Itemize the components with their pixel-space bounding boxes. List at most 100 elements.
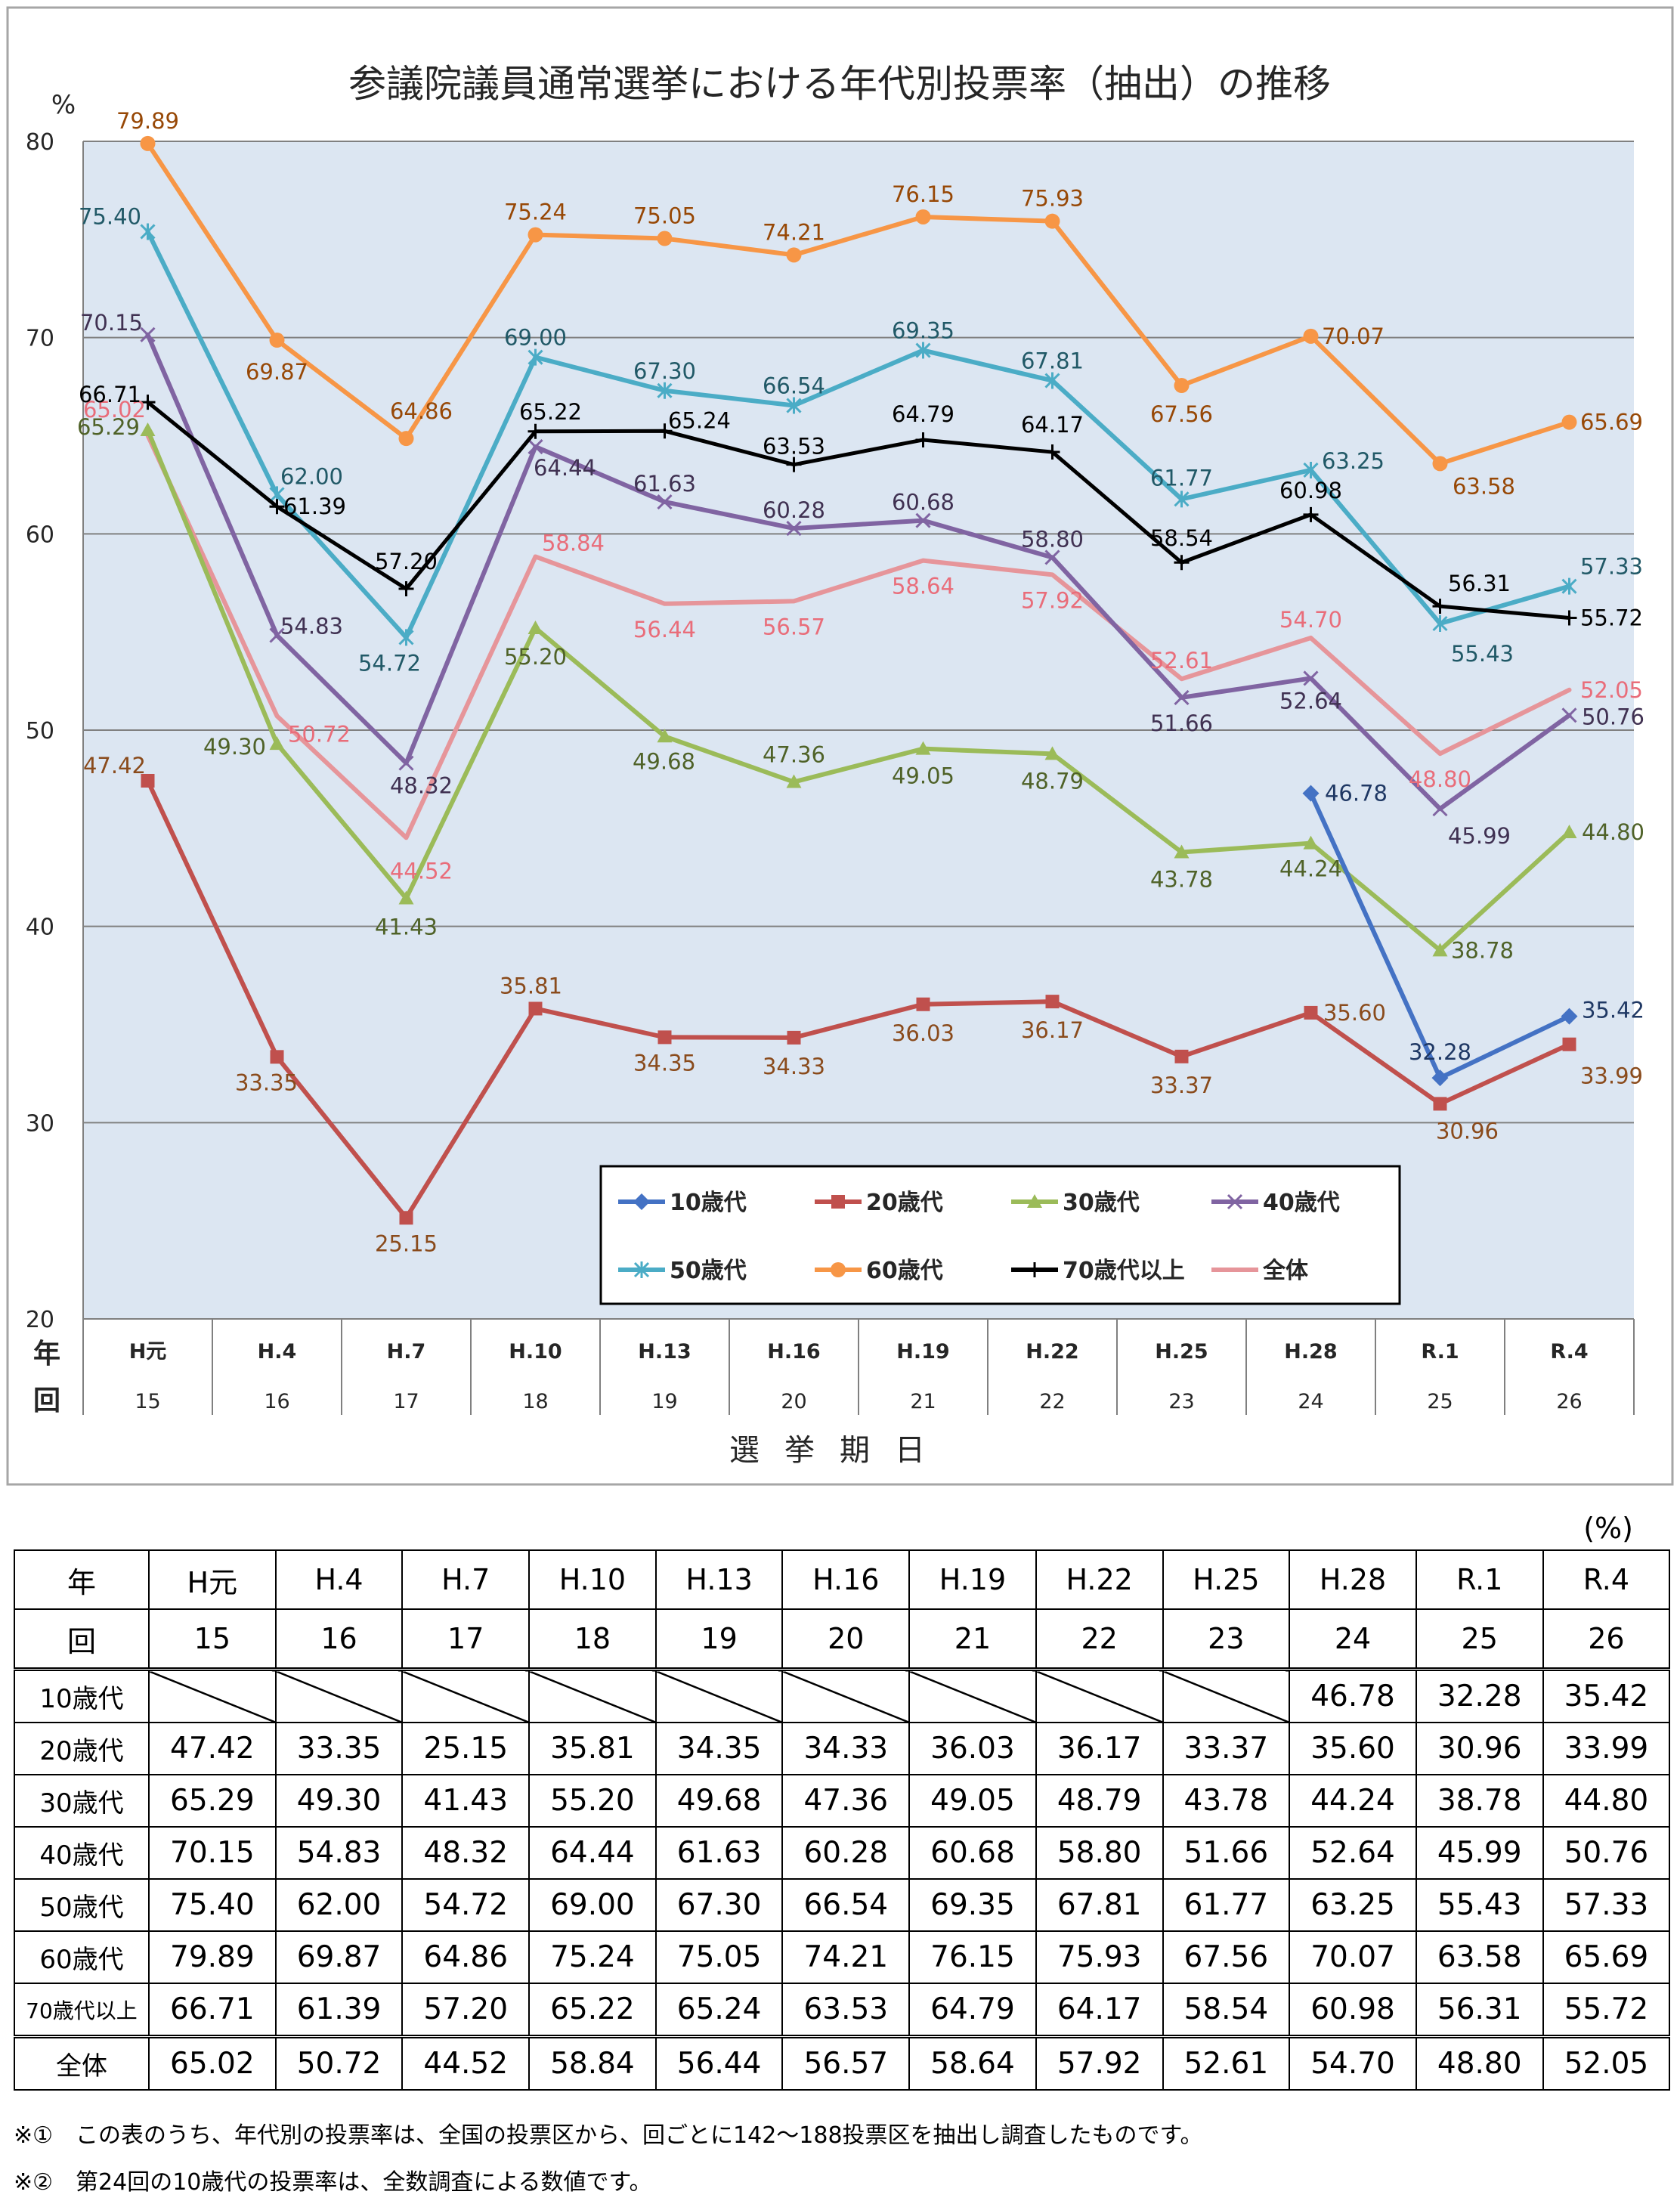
data-point	[1044, 213, 1060, 229]
data-point	[398, 890, 414, 905]
marker-shape	[398, 890, 414, 905]
table-cell: 65.02	[148, 2035, 277, 2091]
marker-shape	[657, 1030, 672, 1045]
table-cell: 70.07	[1289, 1930, 1417, 1984]
data-point	[528, 438, 543, 455]
table-round: 18	[528, 1608, 657, 1671]
legend-item: 40歳代	[1211, 1190, 1340, 1216]
marker-shape	[787, 1030, 801, 1045]
data-point	[1303, 835, 1319, 850]
marker-shape	[657, 231, 673, 246]
data-label: 44.24	[1279, 856, 1342, 882]
data-label: 61.39	[283, 494, 346, 519]
data-label: 41.43	[375, 915, 438, 940]
legend-marker	[1227, 1193, 1243, 1210]
table-cell-empty	[274, 1668, 404, 1723]
x-tick-label-round: 25	[1427, 1390, 1453, 1413]
data-label: 52.61	[1150, 648, 1213, 673]
data-label: 62.00	[280, 463, 343, 489]
table-cell: 54.70	[1289, 2035, 1417, 2091]
table-year: H.28	[1289, 1549, 1417, 1610]
data-point	[916, 997, 930, 1011]
table-cell: 55.20	[528, 1774, 657, 1828]
data-label: 49.30	[203, 734, 266, 760]
data-point	[269, 736, 285, 751]
table-cell: 48.79	[1035, 1774, 1164, 1828]
table-round: 21	[908, 1608, 1037, 1671]
marker-shape	[528, 620, 543, 634]
table-row-30s: 30歳代 65.29 49.30 41.43 55.20 49.68 47.36…	[14, 1774, 1671, 1828]
table-cell: 76.15	[908, 1930, 1037, 1984]
table-cell: 57.92	[1035, 2035, 1164, 2091]
data-label: 67.56	[1150, 401, 1213, 427]
x-tick-label-round: 16	[264, 1390, 289, 1413]
data-label: 76.15	[892, 181, 954, 207]
data-point	[915, 432, 931, 447]
data-label: 79.89	[116, 108, 179, 134]
table-year: H元	[148, 1549, 277, 1610]
series-line	[145, 432, 1572, 840]
data-label: 52.05	[1580, 677, 1643, 703]
data-point	[915, 342, 931, 359]
marker-shape	[1432, 599, 1448, 614]
data-label: 55.72	[1580, 605, 1643, 630]
table-cell-empty	[148, 1668, 277, 1723]
legend-marker	[1027, 1262, 1042, 1277]
x-tick-label-year: H.19	[896, 1340, 949, 1364]
table-year: H.7	[401, 1549, 531, 1610]
marker-shape	[633, 1193, 650, 1210]
marker-shape	[831, 1262, 846, 1277]
table-cell: 56.31	[1415, 1983, 1544, 2038]
legend-label: 70歳代以上	[1063, 1258, 1185, 1284]
marker-shape	[269, 499, 285, 515]
data-label: 64.79	[892, 401, 954, 427]
table-row-total: 全体 65.02 50.72 44.52 58.84 56.44 56.57 5…	[14, 2035, 1671, 2091]
legend-item: 30歳代	[1011, 1190, 1140, 1216]
table-round: 16	[274, 1608, 404, 1671]
table-cell: 44.52	[401, 2035, 531, 2091]
table-cell: 64.44	[528, 1826, 657, 1880]
table-cell: 38.78	[1415, 1774, 1544, 1828]
legend-item: 60歳代	[815, 1258, 943, 1284]
marker-shape	[1174, 378, 1190, 394]
marker-shape	[1433, 1097, 1447, 1111]
data-point	[786, 457, 802, 472]
table-cell: 50.72	[274, 2035, 404, 2091]
data-label: 74.21	[763, 219, 825, 245]
marker-shape	[1227, 1193, 1243, 1210]
marker-shape	[633, 1261, 650, 1278]
marker-shape	[1561, 825, 1577, 839]
data-point	[1432, 615, 1448, 633]
marker-shape	[528, 423, 543, 439]
table-year: R.4	[1542, 1549, 1671, 1610]
marker-shape	[1432, 801, 1448, 817]
table-year: H.16	[781, 1549, 911, 1610]
table-cell: 70.15	[148, 1826, 277, 1880]
data-label: 69.35	[892, 318, 954, 344]
table-row-70s-plus: 70歳代以上 66.71 61.39 57.20 65.22 65.24 63.…	[14, 1983, 1671, 2038]
x-axis-title-char: 選	[729, 1433, 760, 1468]
data-label: 63.58	[1453, 473, 1515, 499]
x-tick-label-year: H.25	[1155, 1340, 1208, 1364]
table-cell: 35.81	[528, 1722, 657, 1775]
table-cell: 69.00	[528, 1878, 657, 1932]
y-tick-label: 20	[26, 1307, 54, 1333]
data-label: 38.78	[1451, 937, 1514, 963]
table-year: H.4	[274, 1549, 404, 1610]
data-point	[1561, 1008, 1578, 1025]
y-tick-label: 70	[26, 326, 54, 352]
data-label: 34.35	[633, 1050, 696, 1076]
table-year: H.13	[654, 1549, 784, 1610]
note-1: ※① この表のうち、年代別の投票率は、全国の投票区から、回ごとに142～188投…	[14, 2122, 1203, 2149]
turnout-table: 年 H元 H.4 H.7 H.10 H.13 H.16 H.19 H.22 H.…	[14, 1549, 1671, 2091]
table-cell: 55.72	[1542, 1983, 1671, 2038]
data-label: 64.17	[1021, 412, 1084, 438]
data-label: 67.81	[1021, 348, 1084, 374]
data-point	[528, 348, 543, 366]
data-label: 43.78	[1150, 867, 1213, 893]
table-cell: 67.81	[1035, 1878, 1164, 1932]
data-label: 66.54	[763, 373, 825, 399]
data-point	[1174, 378, 1190, 394]
data-label: 57.20	[375, 549, 438, 574]
table-round: 22	[1035, 1608, 1164, 1671]
